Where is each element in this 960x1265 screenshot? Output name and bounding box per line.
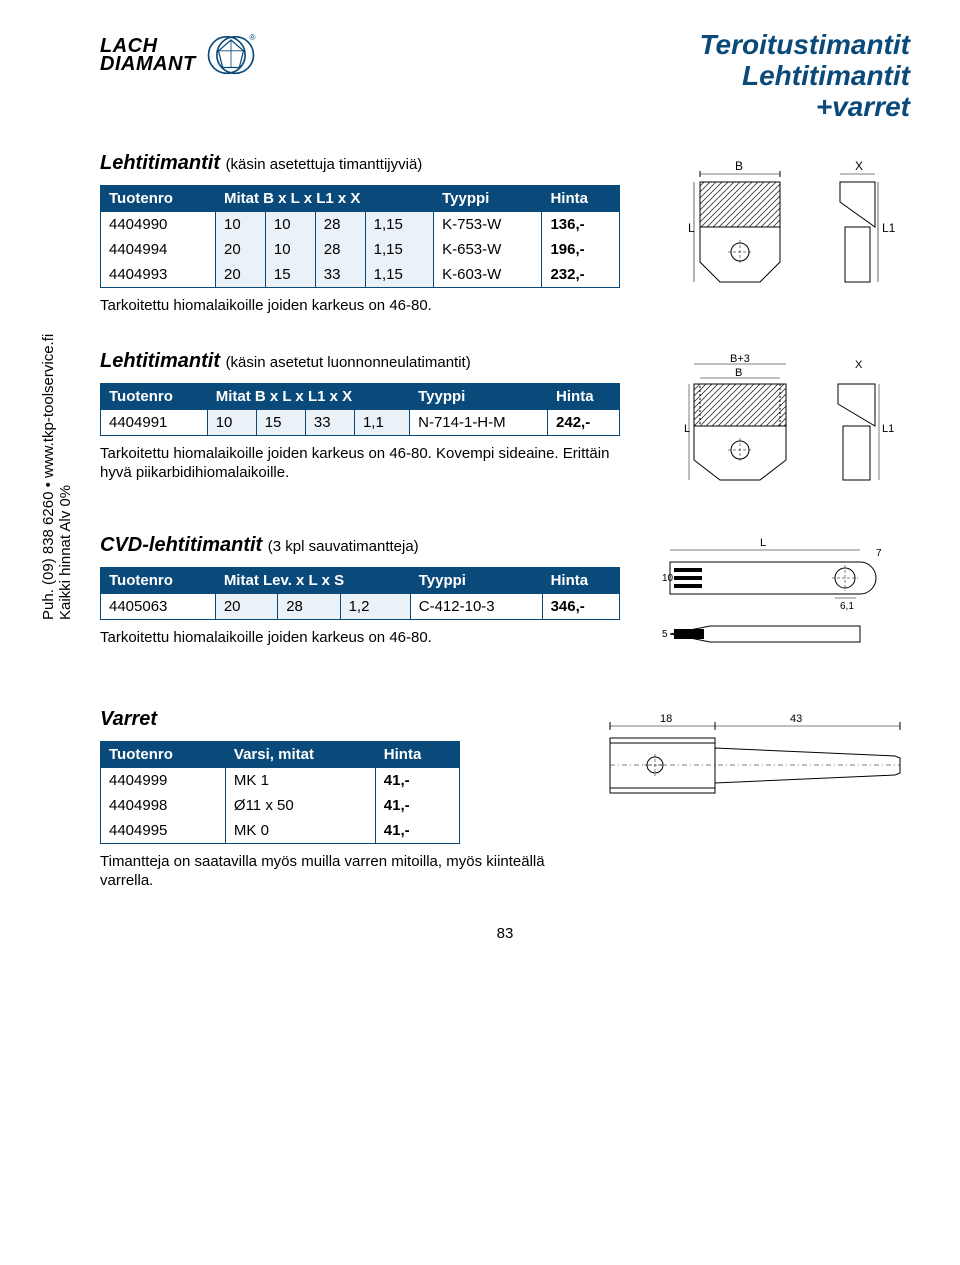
svg-text:18: 18 — [660, 713, 672, 725]
title-main: Lehtitimantit — [100, 152, 220, 174]
section-title: Varret — [100, 708, 580, 731]
diagram-blade-1: B L X L1 — [680, 152, 910, 302]
svg-text:B+3: B+3 — [730, 353, 750, 365]
table-row: 4404993 20 15 33 1,15 K-603-W 232,- — [101, 262, 620, 288]
table-s2: Tuotenro Mitat B x L x L1 x X Tyyppi Hin… — [100, 383, 620, 436]
table-row: 4404991 10 15 33 1,1 N-714-1-H-M 242,- — [101, 409, 620, 435]
diagram-cvd-blade: L 7 10 6,1 5 — [660, 534, 910, 674]
title-line1: Teroitustimantit — [699, 30, 910, 61]
col-tuotenro: Tuotenro — [101, 567, 216, 593]
title-sub: (3 kpl sauvatimantteja) — [268, 538, 419, 555]
section-note: Tarkoitettu hiomalaikoille joiden karkeu… — [100, 296, 620, 316]
section-varret: Varret Tuotenro Varsi, mitat Hinta 44049… — [100, 708, 910, 891]
col-tuotenro: Tuotenro — [101, 741, 226, 767]
title-main: Lehtitimantit — [100, 350, 220, 372]
diagram-shank: 18 43 — [600, 708, 910, 818]
table-s4: Tuotenro Varsi, mitat Hinta 4404999 MK 1… — [100, 741, 460, 844]
section-note: Timantteja on saatavilla myös muilla var… — [100, 852, 580, 891]
svg-text:X: X — [855, 159, 863, 173]
col-mitat: Varsi, mitat — [225, 741, 375, 767]
table-row: 4404995 MK 0 41,- — [101, 818, 460, 844]
page-header: LACH DIAMANT ® Teroitustimantit Lehtitim… — [100, 30, 910, 122]
section-title: Lehtitimantit (käsin asetetut luonnonneu… — [100, 350, 660, 373]
page-number: 83 — [100, 925, 910, 942]
section-note: Tarkoitettu hiomalaikoille joiden karkeu… — [100, 628, 620, 648]
col-tuotenro: Tuotenro — [101, 186, 216, 212]
col-mitat: Mitat Lev. x L x S — [215, 567, 410, 593]
col-hinta: Hinta — [542, 186, 620, 212]
svg-text:X: X — [855, 359, 863, 371]
sidebar-line2: Kaikki hinnat Alv 0% — [57, 485, 74, 620]
logo-line2: DIAMANT — [100, 55, 196, 73]
svg-text:10: 10 — [662, 573, 674, 584]
svg-text:7: 7 — [876, 548, 882, 559]
svg-text:6,1: 6,1 — [840, 601, 854, 612]
section-note: Tarkoitettu hiomalaikoille joiden karkeu… — [100, 444, 620, 483]
title-sub: (käsin asetetut luonnonneulatimantit) — [226, 354, 471, 371]
col-hinta: Hinta — [548, 383, 620, 409]
logo-text: LACH DIAMANT — [100, 37, 196, 73]
table-row: 4405063 20 28 1,2 C-412-10-3 346,- — [101, 593, 620, 619]
title-main: Varret — [100, 708, 157, 730]
table-row: 4404998 Ø11 x 50 41,- — [101, 793, 460, 818]
svg-text:L1: L1 — [882, 221, 896, 235]
title-line2: Lehtitimantit — [699, 61, 910, 92]
svg-text:L1: L1 — [882, 423, 894, 435]
section-lehtitimantit-2: Lehtitimantit (käsin asetetut luonnonneu… — [100, 350, 910, 500]
svg-text:5: 5 — [662, 629, 668, 640]
col-mitat: Mitat B x L x L1 x X — [207, 383, 409, 409]
sidebar-line1: Puh. (09) 838 6260 • www.tkp-toolservice… — [40, 334, 57, 620]
col-tyyppi: Tyyppi — [410, 383, 548, 409]
table-s3: Tuotenro Mitat Lev. x L x S Tyyppi Hinta… — [100, 567, 620, 620]
svg-text:43: 43 — [790, 713, 802, 725]
table-row: 4404990 10 10 28 1,15 K-753-W 136,- — [101, 212, 620, 238]
table-row: 4404994 20 10 28 1,15 K-653-W 196,- — [101, 237, 620, 262]
page-title: Teroitustimantit Lehtitimantit +varret — [699, 30, 910, 122]
title-sub: (käsin asetettuja timanttijyviä) — [226, 156, 423, 173]
table-row: 4404999 MK 1 41,- — [101, 767, 460, 793]
title-main: CVD-lehtitimantit — [100, 534, 262, 556]
section-cvd: CVD-lehtitimantit (3 kpl sauvatimantteja… — [100, 534, 910, 674]
svg-text:L: L — [760, 537, 766, 549]
logo-block: LACH DIAMANT ® — [100, 30, 256, 80]
col-tuotenro: Tuotenro — [101, 383, 208, 409]
section-title: Lehtitimantit (käsin asetettuja timantti… — [100, 152, 660, 175]
title-line3: +varret — [699, 92, 910, 123]
section-lehtitimantit-1: Lehtitimantit (käsin asetettuja timantti… — [100, 152, 910, 316]
col-mitat: Mitat B x L x L1 x X — [215, 186, 433, 212]
col-hinta: Hinta — [375, 741, 459, 767]
table-s1: Tuotenro Mitat B x L x L1 x X Tyyppi Hin… — [100, 185, 620, 288]
sidebar-contact: Puh. (09) 838 6260 • www.tkp-toolservice… — [40, 334, 74, 620]
col-hinta: Hinta — [542, 567, 619, 593]
svg-text:B: B — [735, 367, 742, 379]
svg-text:®: ® — [249, 32, 255, 42]
diagram-blade-2: B+3 B L X L1 — [680, 350, 910, 500]
section-title: CVD-lehtitimantit (3 kpl sauvatimantteja… — [100, 534, 640, 557]
col-tyyppi: Tyyppi — [434, 186, 542, 212]
diamond-logo-icon: ® — [206, 30, 256, 80]
svg-text:B: B — [735, 159, 743, 173]
col-tyyppi: Tyyppi — [410, 567, 542, 593]
